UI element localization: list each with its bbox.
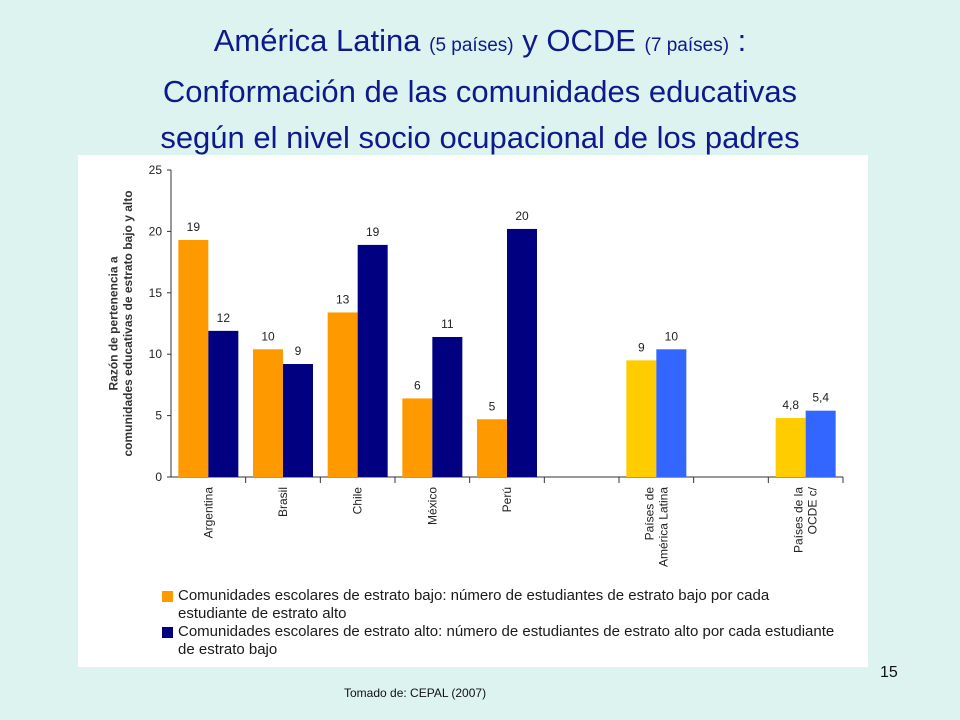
title-line-3: según el nivel socio ocupacional de los … <box>160 120 800 155</box>
data-label: 6 <box>414 378 421 392</box>
legend-swatch-bajo <box>162 591 173 602</box>
title-america-latina: América Latina <box>213 23 421 58</box>
x-category-label: Perú <box>500 487 514 512</box>
legend-label-alto: Comunidades escolares de estrato alto: n… <box>178 623 835 658</box>
y-tick-label: 10 <box>149 347 163 361</box>
y-tick-label: 15 <box>149 286 163 300</box>
y-tick-label: 0 <box>155 470 162 484</box>
title-line-2: Conformación de las comunidades educativ… <box>162 74 798 109</box>
title-colon: : <box>737 23 747 58</box>
x-category-label: Países deAmérica Latina <box>642 487 670 567</box>
legend-item-bajo: Comunidades escolares de estrato bajo: n… <box>162 587 842 623</box>
bar-alto <box>283 364 313 477</box>
bar-alto <box>432 337 463 477</box>
data-label: 11 <box>441 317 454 331</box>
title-line-1: América Latina (5 países) y OCDE (7 país… <box>40 18 920 69</box>
data-label: 5 <box>489 399 496 413</box>
data-label: 19 <box>187 220 201 234</box>
bar-bajo <box>178 239 209 477</box>
slide-title: América Latina (5 países) y OCDE (7 país… <box>40 18 920 161</box>
x-category-label: Chile <box>351 487 365 515</box>
x-category-label: Brasil <box>276 487 290 517</box>
bar-alto <box>656 349 687 477</box>
bar-chart: 0 5 10 15 20 25 Razón de pertenencia acomunida… <box>107 163 844 567</box>
data-label: 4,8 <box>782 398 799 412</box>
bar-bajo <box>327 312 358 477</box>
data-label: 20 <box>515 209 529 223</box>
title-ocde: y OCDE <box>522 23 636 58</box>
x-category-label: Argentina <box>201 487 215 539</box>
data-label: 13 <box>336 292 350 306</box>
data-label: 19 <box>366 225 380 239</box>
data-label: 9 <box>295 344 302 358</box>
bar-bajo <box>477 419 507 477</box>
source-note: Tomado de: CEPAL (2007) <box>344 686 487 700</box>
bar-alto <box>208 330 239 477</box>
x-category-label: México <box>425 487 439 525</box>
chart-legend: Comunidades escolares de estrato bajo: n… <box>162 587 842 659</box>
bar-alto <box>507 228 537 477</box>
bar-alto <box>357 244 388 477</box>
bar-alto <box>805 410 836 477</box>
x-category-label: Países de laOCDE c/ <box>792 486 820 553</box>
data-label: 5,4 <box>812 391 829 405</box>
bar-bajo <box>626 360 657 477</box>
legend-item-alto: Comunidades escolares de estrato alto: n… <box>162 623 842 659</box>
page-number: 15 <box>880 664 898 681</box>
data-label: 9 <box>638 340 645 354</box>
legend-label-bajo: Comunidades escolares de estrato bajo: n… <box>178 587 770 622</box>
y-tick-label: 25 <box>149 163 163 177</box>
title-countries-la: (5 países) <box>429 35 514 56</box>
y-tick-label: 5 <box>155 409 162 423</box>
bar-bajo <box>253 349 283 477</box>
title-countries-ocde: (7 países) <box>644 35 730 56</box>
data-label: 12 <box>217 311 231 325</box>
bar-bajo <box>402 398 433 477</box>
y-axis-label: Razón de pertenencia acomunidades educat… <box>107 190 135 456</box>
y-tick-label: 20 <box>149 224 163 238</box>
legend-swatch-alto <box>162 627 173 638</box>
chart-panel: 0 5 10 15 20 25 Razón de pertenencia acomunida… <box>78 155 868 667</box>
bar-bajo <box>775 418 806 477</box>
data-label: 10 <box>665 329 679 343</box>
data-label: 10 <box>261 329 275 343</box>
